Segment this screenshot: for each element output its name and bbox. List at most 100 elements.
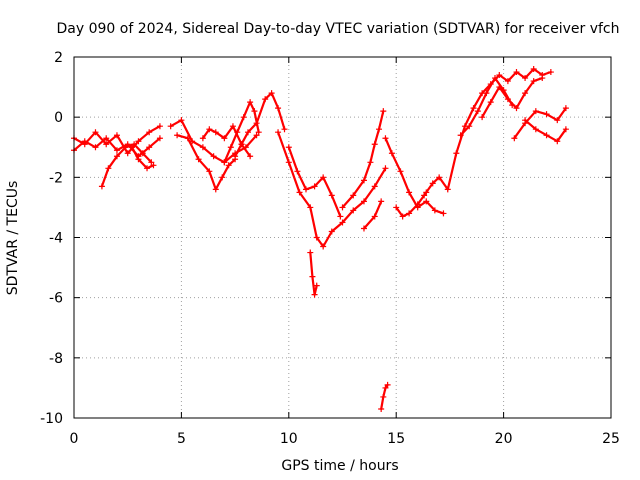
x-tick-label: 10	[280, 431, 298, 447]
data-point	[397, 168, 404, 175]
data-point	[275, 105, 282, 112]
data-point	[384, 381, 391, 388]
series-sat-i	[221, 99, 262, 166]
data-point	[98, 183, 105, 190]
data-point	[320, 174, 327, 181]
data-point	[440, 210, 447, 217]
data-point	[378, 405, 385, 412]
data-point	[496, 84, 503, 91]
data-point	[376, 126, 383, 133]
data-point	[360, 225, 367, 232]
plot-frame	[73, 56, 612, 419]
data-point	[350, 192, 357, 199]
data-point	[328, 192, 335, 199]
data-point	[444, 186, 451, 193]
y-tick-label: -10	[40, 411, 63, 427]
x-tick-label: 25	[602, 431, 620, 447]
series-line	[362, 200, 383, 230]
data-point	[227, 144, 234, 151]
series-sat-c	[98, 141, 155, 190]
data-point	[371, 213, 378, 220]
y-tick-label: -6	[49, 291, 63, 307]
data-point	[294, 168, 301, 175]
data-point	[268, 90, 275, 97]
data-point	[453, 150, 460, 157]
data-point	[212, 186, 219, 193]
data-point	[296, 189, 303, 196]
data-point	[184, 135, 191, 142]
series-sat-p	[382, 135, 447, 217]
data-point	[479, 114, 486, 121]
data-point	[311, 291, 318, 298]
data-point	[487, 99, 494, 106]
data-point	[350, 207, 357, 214]
data-point	[275, 129, 282, 136]
x-tick-labels: 0 5 10 15 20 25	[70, 431, 620, 447]
data-point	[511, 135, 518, 142]
data-point	[532, 126, 539, 133]
data-point	[421, 192, 428, 199]
series-line	[513, 106, 568, 140]
data-point	[156, 123, 163, 130]
data-point	[135, 156, 142, 163]
y-tick-label: -2	[49, 170, 63, 186]
series-sat-m	[339, 108, 387, 211]
series-sat-t	[479, 75, 546, 121]
data-point	[562, 126, 569, 133]
data-point	[146, 129, 153, 136]
series-sat-h	[232, 90, 288, 160]
series-sat-n	[360, 198, 385, 232]
data-point	[285, 159, 292, 166]
data-point	[504, 78, 511, 85]
data-point	[150, 162, 157, 169]
data-point	[251, 108, 258, 115]
data-point	[431, 207, 438, 214]
data-point	[382, 135, 389, 142]
data-point	[146, 144, 153, 151]
data-point	[148, 159, 155, 166]
data-point	[457, 132, 464, 139]
series-sat-k	[285, 144, 344, 220]
data-point	[547, 69, 554, 76]
data-point	[206, 168, 213, 175]
series-sat-v	[522, 117, 569, 145]
data-point	[262, 96, 269, 103]
data-series	[71, 66, 569, 412]
y-tick-labels: -10 -8 -6 -4 -2 0 2	[40, 50, 63, 427]
data-point	[221, 135, 228, 142]
data-point	[474, 108, 481, 115]
data-point	[232, 153, 239, 160]
data-point	[492, 75, 499, 82]
data-point	[139, 150, 146, 157]
data-point	[337, 213, 344, 220]
data-point	[466, 123, 473, 130]
series-sat-s	[457, 75, 516, 139]
y-tick-label: -8	[49, 351, 63, 367]
data-point	[367, 159, 374, 166]
series-line	[523, 119, 568, 143]
series-line	[481, 76, 544, 119]
data-point	[113, 147, 120, 154]
data-point	[522, 75, 529, 82]
data-point	[253, 132, 260, 139]
y-tick-label: -4	[49, 231, 63, 247]
data-point	[285, 144, 292, 151]
series-sat-a	[71, 123, 163, 157]
data-point	[113, 153, 120, 160]
data-point	[255, 129, 262, 136]
data-point	[206, 126, 213, 133]
data-point	[414, 201, 421, 208]
data-point	[156, 135, 163, 142]
data-point	[113, 132, 120, 139]
data-point	[554, 117, 561, 124]
x-tick-label: 0	[70, 431, 79, 447]
data-point	[122, 144, 129, 151]
series-sat-r	[421, 66, 554, 199]
data-point	[328, 228, 335, 235]
data-point	[382, 165, 389, 172]
series-sat-u	[511, 105, 569, 142]
data-point	[371, 183, 378, 190]
series-sat-d	[128, 144, 157, 172]
data-point	[124, 150, 131, 157]
data-point	[103, 135, 110, 142]
